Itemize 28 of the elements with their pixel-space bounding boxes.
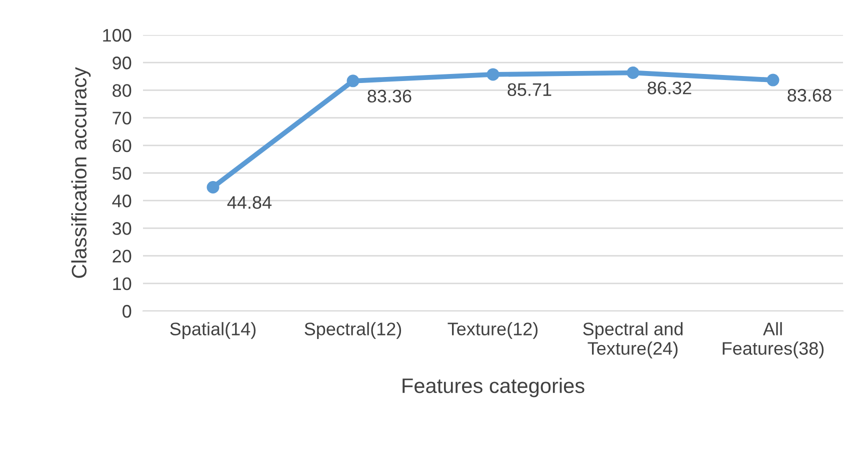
data-label: 85.71: [508, 83, 552, 96]
y-tick-label: 90: [112, 56, 132, 70]
y-tick-label: 80: [112, 84, 132, 97]
y-tick-label: 70: [112, 112, 132, 125]
y-axis-title: Classification accuracy: [71, 67, 91, 278]
data-label: 44.84: [227, 196, 272, 209]
x-tick-label: All Features(38): [722, 322, 824, 358]
y-tick-label: 30: [112, 222, 132, 235]
y-tick-label: 10: [113, 277, 132, 290]
x-tick-label: Spectral and Texture(24): [583, 322, 683, 358]
data-label: 83.68: [788, 88, 832, 102]
x-tick-label: Texture(12): [448, 322, 538, 339]
data-label: 86.32: [648, 82, 692, 94]
point: [626, 66, 640, 80]
x-axis-title: Features categories: [402, 378, 584, 398]
y-tick-label: 20: [112, 250, 132, 263]
point: [206, 180, 220, 194]
data-label: 83.36: [368, 90, 412, 103]
y-tick-label: 50: [112, 166, 132, 180]
y-tick-label: 60: [112, 139, 132, 152]
point: [766, 74, 780, 86]
point: [346, 74, 360, 88]
point: [486, 68, 500, 81]
y-tick-label: 100: [103, 28, 132, 42]
y-tick-label: 0: [122, 304, 132, 318]
x-tick-label: Spatial(14): [170, 322, 256, 339]
y-tick-label: 40: [112, 194, 132, 208]
x-tick-label: Spectral(12): [304, 322, 402, 339]
